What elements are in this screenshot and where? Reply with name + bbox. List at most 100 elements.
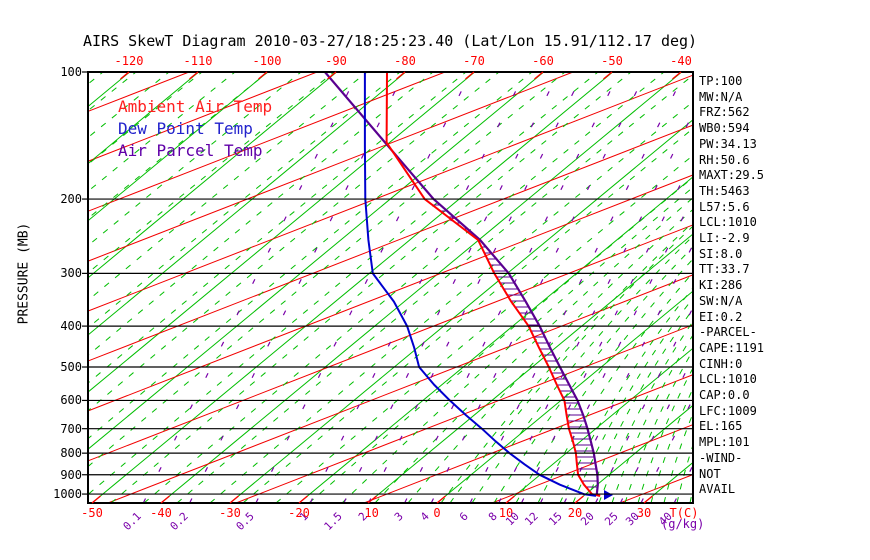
top-temp-label: -60	[532, 54, 554, 68]
moist-adiabat-line	[637, 366, 693, 503]
pressure-tick-label: 100	[60, 65, 82, 79]
legend: Ambient Air Temp Dew Point Temp Air Parcel…	[118, 96, 272, 162]
pressure-tick-label: 400	[60, 319, 82, 334]
dry-adiabat-line	[235, 324, 693, 503]
pressure-tick-label: 1000	[53, 487, 82, 502]
moist-adiabat-line	[88, 72, 236, 192]
stat-row: MW:N/A	[699, 89, 743, 104]
bottom-temp-label: -10	[357, 506, 379, 520]
isotherm-line	[88, 72, 200, 165]
moist-adiabat-line	[209, 101, 693, 503]
isotherm-line	[91, 72, 614, 503]
mixing-ratio-line	[255, 72, 472, 503]
stat-row: NOT	[699, 466, 721, 481]
moist-adiabat-line	[88, 72, 599, 496]
moist-adiabat-line	[88, 72, 269, 220]
stat-row: FRZ:562	[699, 105, 750, 120]
moist-adiabat-line	[493, 246, 693, 503]
isotherm-line	[436, 290, 693, 503]
top-temp-label: -70	[463, 54, 485, 68]
legend-item: Ambient Air Temp	[118, 97, 273, 116]
temp-unit-label: T(C)	[669, 506, 699, 520]
isotherm-line	[160, 72, 683, 503]
top-temp-tick	[120, 71, 130, 80]
stat-row: MAXT:29.5	[699, 168, 765, 183]
dry-adiabat-line	[88, 74, 693, 312]
bottom-temp-tick	[160, 495, 170, 504]
dry-adiabat-line	[88, 72, 574, 262]
moist-adiabat-line	[88, 72, 335, 274]
stat-row: LCL:1010	[699, 215, 757, 230]
stat-row: KI:286	[699, 278, 743, 293]
bottom-temp-label: 30	[636, 506, 652, 520]
moist-adiabat-line	[611, 334, 693, 503]
top-temp-label: -40	[670, 54, 692, 68]
dry-adiabat-line	[491, 424, 693, 503]
bottom-temp-tick	[505, 495, 515, 504]
stat-row: AVAIL	[699, 482, 736, 497]
moist-adiabat-line	[110, 72, 632, 503]
stat-row: TT:33.7	[699, 262, 750, 277]
moist-adiabat-line	[176, 74, 693, 503]
pressure-tick-label: 200	[60, 192, 82, 207]
dry-adiabat-line	[88, 224, 693, 462]
page-title: AIRS SkewT Diagram 2010-03-27/18:25:23.4…	[83, 32, 698, 50]
dry-adiabat-line	[88, 72, 446, 212]
dry-adiabat-line	[88, 174, 693, 412]
top-temp-tick	[327, 71, 337, 80]
air-parcel-temp-curve	[324, 72, 601, 497]
isotherm-line	[367, 233, 693, 503]
bottom-temp-label: 20	[567, 506, 583, 520]
stats-panel: TP:100 MW:N/A FRZ:562 WB0:594 PW:34.13 RH:50.…	[699, 74, 764, 498]
mixing-ratio-line	[430, 72, 647, 503]
plot-border	[87, 71, 694, 504]
mixing-ratio-line	[498, 112, 693, 503]
mixing-ratio-line	[367, 72, 585, 503]
top-temp-label: -50	[601, 54, 623, 68]
stat-row: TP:100	[699, 74, 743, 88]
stat-row: LI:-2.9	[699, 231, 750, 246]
bottom-temp-tick	[298, 495, 308, 504]
moist-adiabat-line	[88, 72, 434, 357]
moist-adiabat-line	[407, 208, 693, 503]
dry-adiabat-line	[88, 72, 318, 162]
moist-adiabat-line	[440, 221, 693, 503]
stat-row: SI:8.0	[699, 246, 743, 261]
stat-row: EL:165	[699, 419, 743, 434]
moist-adiabat-line	[0, 72, 70, 503]
moist-adiabat-line	[88, 72, 170, 139]
top-temp-tick	[465, 71, 475, 80]
pressure-tick-label: 700	[60, 421, 82, 436]
moist-adiabat-line	[663, 412, 693, 503]
top-temp-tick	[189, 71, 199, 80]
mixing-ratio-line	[343, 72, 560, 503]
isotherm-line	[88, 72, 269, 222]
stat-row: MPL:101	[699, 435, 750, 450]
dry-adiabat-line	[88, 124, 693, 362]
dry-adiabat-line	[363, 374, 693, 503]
moist-adiabat-line	[88, 72, 533, 440]
surface-arrow-icon	[604, 490, 613, 500]
isotherm-line	[88, 72, 407, 336]
dew-point-temp-curve	[363, 72, 597, 497]
bottom-temp-label: -20	[288, 506, 310, 520]
stat-row: LCL:1010	[699, 372, 757, 387]
pressure-tick-label: 900	[60, 467, 82, 482]
stat-row: EI:0.2	[699, 309, 743, 324]
bottom-temp-tick	[367, 495, 377, 504]
bottom-temp-label: -30	[219, 506, 241, 520]
top-temp-label: -80	[394, 54, 416, 68]
top-temp-label: -110	[183, 54, 213, 68]
top-temp-tick	[534, 71, 544, 80]
pressure-tick-label: 800	[60, 446, 82, 461]
stat-row: SW:N/A	[699, 293, 743, 308]
isotherm-line	[505, 347, 693, 503]
stat-row: LFC:1009	[699, 403, 757, 418]
mixing-unit-label: (g/kg)	[661, 517, 705, 531]
moist-adiabat-line	[572, 297, 693, 503]
stat-row: TH:5463	[699, 183, 750, 198]
bottom-temp-label: 10	[498, 506, 514, 520]
top-temp-tick	[603, 71, 613, 80]
pressure-axis-label: PRESSURE (MB)	[16, 222, 32, 325]
